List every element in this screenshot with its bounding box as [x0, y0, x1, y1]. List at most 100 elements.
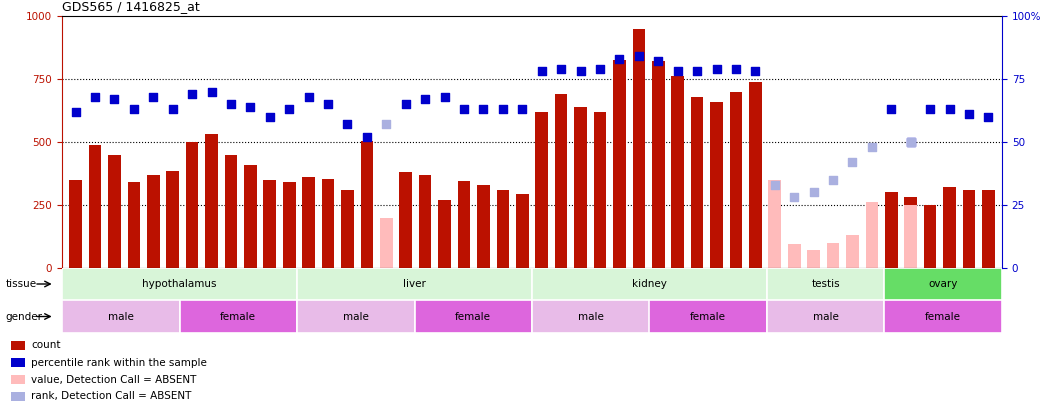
Bar [613, 60, 626, 268]
Bar [866, 202, 878, 268]
Point [183, 91, 200, 97]
Bar [283, 182, 296, 268]
Text: male: male [813, 311, 838, 322]
Bar [711, 102, 723, 268]
Bar [650, 300, 767, 333]
Point [222, 101, 239, 107]
Bar [846, 235, 858, 268]
Bar [729, 92, 742, 268]
Text: liver: liver [403, 279, 425, 289]
Text: kidney: kidney [632, 279, 667, 289]
Bar [633, 29, 646, 268]
Point [358, 134, 375, 140]
Point [552, 66, 569, 72]
Text: male: male [577, 311, 604, 322]
Point [941, 106, 958, 113]
Text: female: female [691, 311, 726, 322]
Point [747, 68, 764, 75]
Text: female: female [220, 311, 257, 322]
Text: female: female [925, 311, 961, 322]
Text: male: male [108, 311, 134, 322]
Bar [361, 141, 373, 268]
Point [961, 111, 978, 117]
Text: male: male [343, 311, 369, 322]
Bar [477, 185, 489, 268]
Bar [904, 205, 917, 268]
Point [301, 94, 318, 100]
Bar [263, 180, 276, 268]
Point [495, 106, 511, 113]
Bar [380, 217, 393, 268]
Point [631, 53, 648, 60]
Bar [749, 81, 762, 268]
Bar [807, 250, 820, 268]
Bar [497, 190, 509, 268]
Bar [167, 171, 179, 268]
Text: GDS565 / 1416825_at: GDS565 / 1416825_at [62, 0, 200, 13]
Point [689, 68, 705, 75]
Text: ovary: ovary [929, 279, 958, 289]
Point [727, 66, 744, 72]
Bar [62, 300, 179, 333]
Bar [297, 268, 532, 300]
Bar [10, 358, 25, 367]
Point [864, 144, 880, 150]
Point [87, 94, 104, 100]
Point [397, 101, 414, 107]
Point [902, 139, 919, 145]
Bar [885, 268, 1002, 300]
Bar [10, 341, 25, 350]
Bar [224, 155, 237, 268]
Bar [297, 300, 415, 333]
Bar [885, 192, 897, 268]
Bar [963, 190, 976, 268]
Bar [69, 180, 82, 268]
Point [805, 189, 822, 196]
Point [533, 68, 550, 75]
Bar [554, 94, 567, 268]
Point [145, 94, 161, 100]
Point [456, 106, 473, 113]
Point [106, 96, 123, 102]
Bar [516, 194, 528, 268]
Bar [205, 134, 218, 268]
Point [436, 94, 453, 100]
Text: hypothalamus: hypothalamus [143, 279, 217, 289]
Bar [672, 77, 684, 268]
Point [980, 113, 997, 120]
Bar [185, 142, 198, 268]
Point [165, 106, 181, 113]
Bar [179, 300, 297, 333]
Point [281, 106, 298, 113]
Text: percentile rank within the sample: percentile rank within the sample [31, 358, 208, 367]
Point [572, 68, 589, 75]
Bar [532, 300, 650, 333]
Point [882, 106, 899, 113]
Text: gender: gender [5, 311, 42, 322]
Point [203, 88, 220, 95]
Bar [128, 182, 140, 268]
Bar [982, 190, 995, 268]
Bar [536, 112, 548, 268]
Text: female: female [455, 311, 492, 322]
Bar [574, 107, 587, 268]
Point [242, 104, 259, 110]
Bar [10, 392, 25, 401]
Bar [108, 155, 121, 268]
Point [902, 139, 919, 145]
Point [67, 109, 84, 115]
Bar [691, 97, 703, 268]
Point [650, 58, 667, 65]
Text: count: count [31, 341, 61, 350]
Bar [322, 179, 334, 268]
Bar [827, 243, 839, 268]
Text: rank, Detection Call = ABSENT: rank, Detection Call = ABSENT [31, 392, 192, 401]
Point [126, 106, 143, 113]
Point [611, 55, 628, 62]
Point [670, 68, 686, 75]
Point [378, 121, 395, 128]
Point [922, 106, 939, 113]
Bar [652, 62, 664, 268]
Bar [415, 300, 532, 333]
Point [591, 66, 608, 72]
